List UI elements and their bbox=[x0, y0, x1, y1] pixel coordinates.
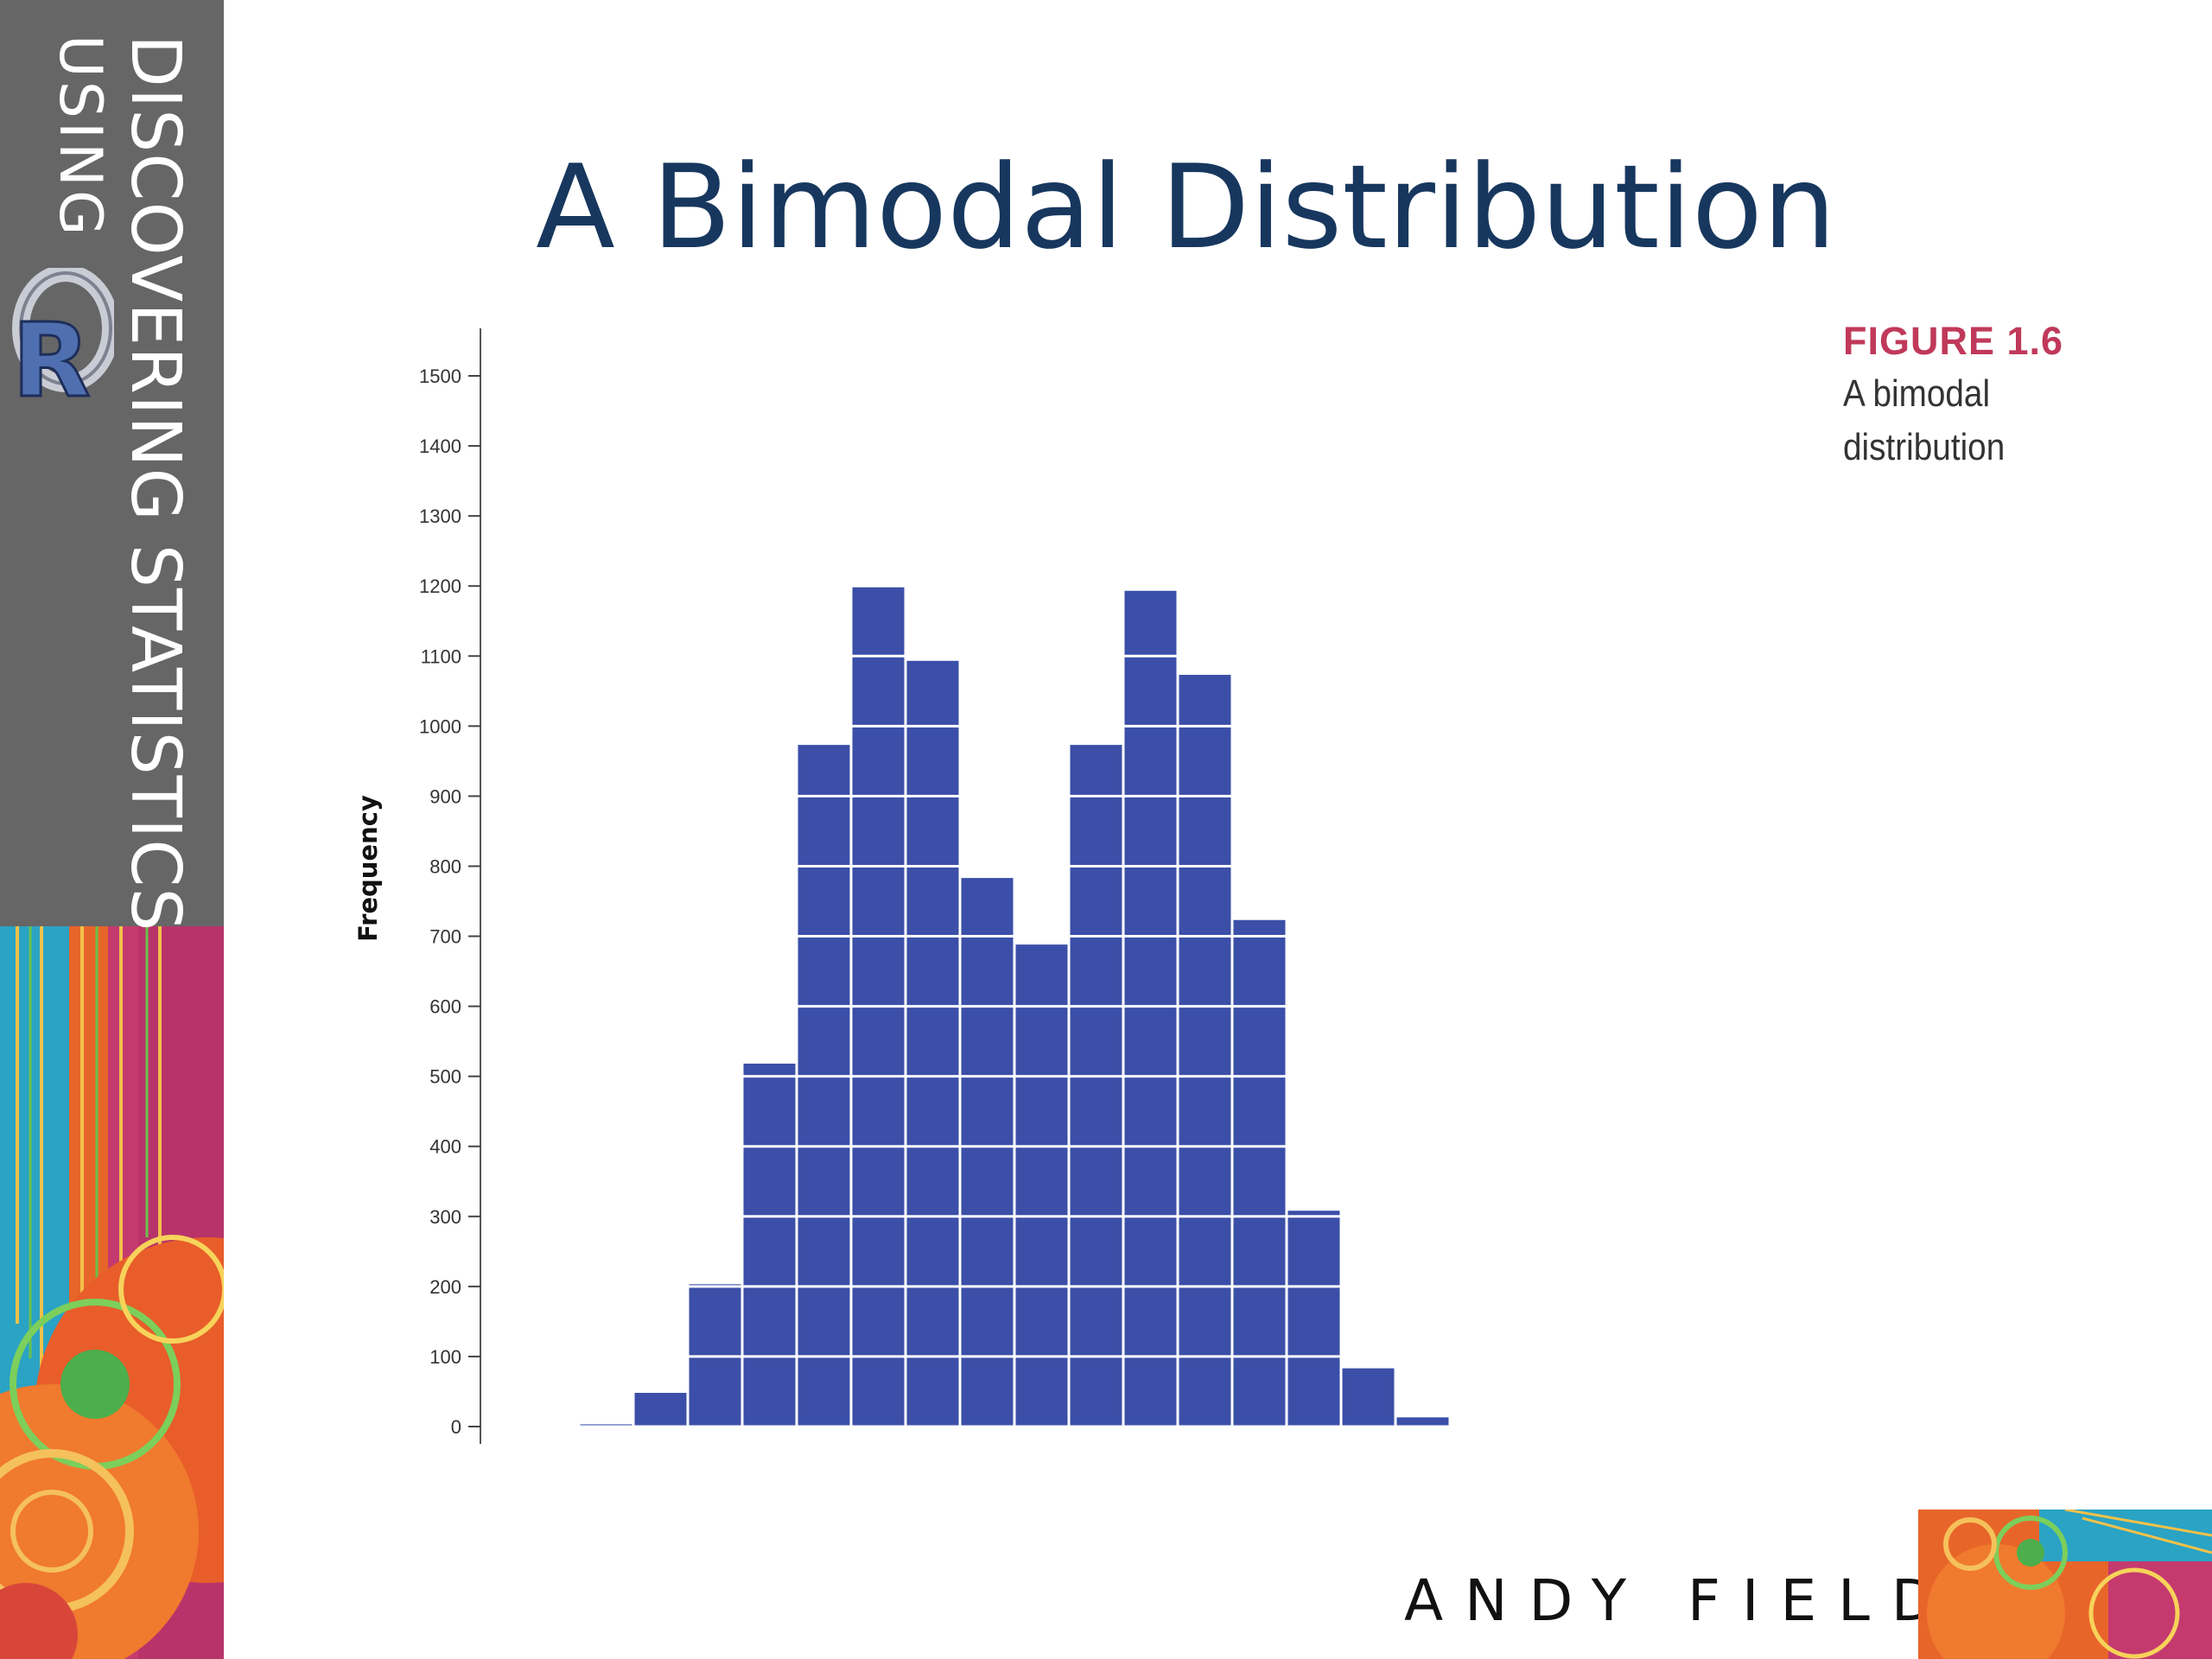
histogram-bar bbox=[958, 875, 1016, 1428]
brand-using: USING bbox=[46, 35, 114, 239]
y-tick-label: 1500 bbox=[419, 365, 461, 387]
y-axis: 0 100 200 300 400 500 600 700 800 900 1000 1100 1200… bbox=[419, 328, 481, 1444]
histogram-bar bbox=[741, 1060, 798, 1428]
figure-caption: FIGURE 1.6 A bimodal distribution bbox=[1843, 315, 2068, 474]
histogram-bar bbox=[1394, 1414, 1452, 1428]
brand-title: DISCOVERING STATISTICS bbox=[116, 35, 195, 932]
r-logo-icon: R bbox=[11, 268, 114, 415]
y-tick-label: 800 bbox=[429, 855, 461, 877]
histogram-bar bbox=[1013, 942, 1071, 1428]
histogram-bar bbox=[1230, 917, 1288, 1428]
sidebar-gray-panel bbox=[0, 0, 224, 926]
y-tick-label: 0 bbox=[451, 1416, 461, 1438]
author-name: ANDY FIELD bbox=[1404, 1567, 1957, 1634]
y-tick-label: 100 bbox=[429, 1346, 461, 1368]
y-tick-label: 1400 bbox=[419, 435, 461, 457]
figure-caption-text: A bimodal distribution bbox=[1843, 372, 2005, 468]
histogram-bar bbox=[1067, 742, 1125, 1428]
sidebar-decorative-art bbox=[0, 926, 224, 1659]
y-axis-label: Frequency bbox=[353, 795, 383, 942]
y-tick-label: 200 bbox=[429, 1276, 461, 1298]
y-tick-label: 1300 bbox=[419, 505, 461, 527]
corner-decorative-art bbox=[1918, 1510, 2212, 1659]
histogram-bar bbox=[632, 1389, 690, 1428]
histogram-bar bbox=[1339, 1365, 1397, 1428]
sidebar-banner: DISCOVERING STATISTICS USING R bbox=[0, 0, 224, 1659]
y-tick-label: 300 bbox=[429, 1206, 461, 1228]
y-tick-label: 1000 bbox=[419, 715, 461, 737]
figure-label: FIGURE 1.6 bbox=[1843, 319, 2064, 363]
histogram-bar bbox=[1176, 672, 1234, 1428]
histogram-bar bbox=[686, 1281, 744, 1428]
histogram-bar bbox=[904, 658, 962, 1428]
y-tick-label: 400 bbox=[429, 1136, 461, 1158]
svg-text:R: R bbox=[12, 301, 91, 415]
histogram-chart: 0 100 200 300 400 500 600 700 800 900 1000 1100 1200… bbox=[353, 328, 1452, 1444]
y-tick-label: 600 bbox=[429, 996, 461, 1018]
y-tick-label: 1200 bbox=[419, 575, 461, 597]
y-tick-label: 700 bbox=[429, 926, 461, 948]
y-tick-label: 1100 bbox=[421, 645, 461, 667]
histogram-bar bbox=[1285, 1208, 1343, 1428]
histogram-bar bbox=[795, 742, 853, 1428]
slide-title: A Bimodal Distribution bbox=[536, 140, 1836, 275]
y-tick-label: 900 bbox=[429, 785, 461, 807]
histogram-bar bbox=[1122, 588, 1179, 1428]
y-tick-label: 500 bbox=[429, 1066, 461, 1088]
bars-group bbox=[577, 584, 1452, 1428]
histogram-bar bbox=[577, 1421, 635, 1428]
